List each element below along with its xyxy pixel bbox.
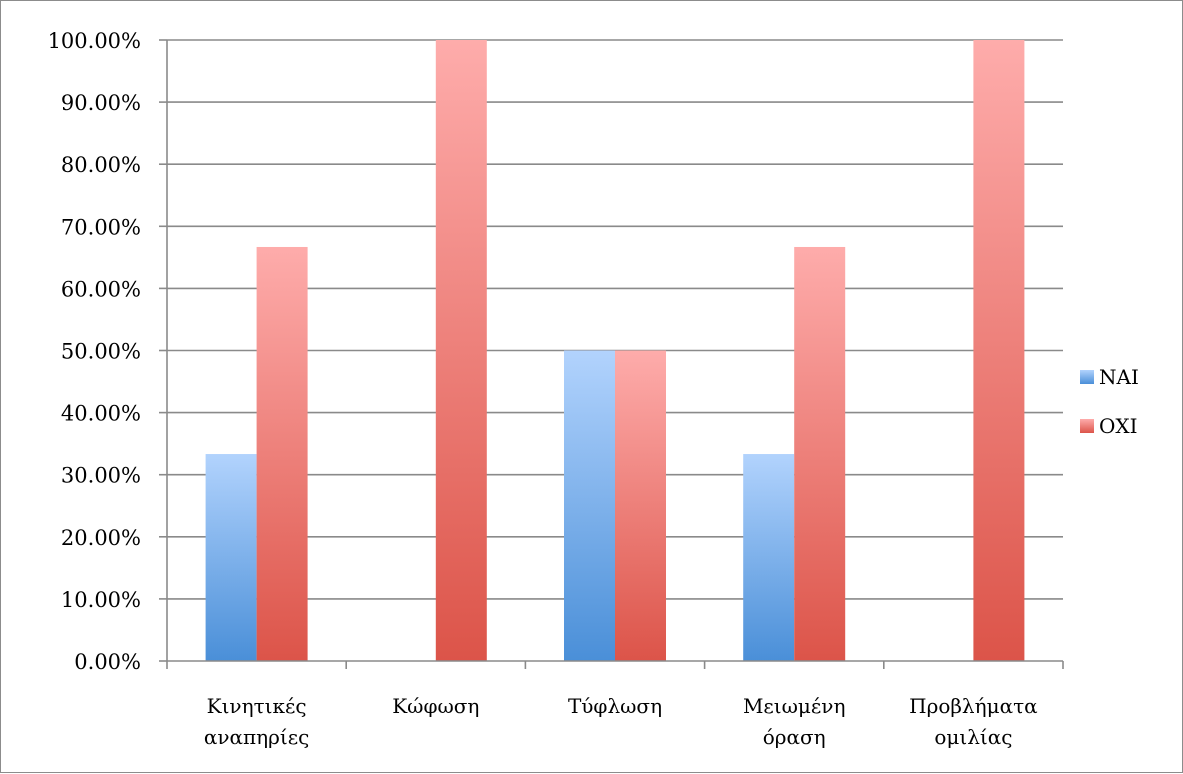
legend-swatch-oxi: [1080, 419, 1094, 433]
bar-oxi-4: [973, 40, 1025, 661]
x-category-label: Κώφωση: [392, 694, 479, 718]
bar-nai-3: [743, 454, 795, 661]
bar-oxi-1: [435, 40, 487, 661]
legend-label-nai: ΝΑΙ: [1099, 365, 1139, 389]
y-tick-label: 50.00%: [61, 340, 141, 364]
y-tick-label: 0.00%: [74, 650, 141, 674]
axes: [166, 40, 1064, 669]
bar-nai-2: [564, 350, 615, 661]
x-category-label: Τύφλωση: [568, 694, 662, 718]
bar-oxi-2: [615, 350, 666, 661]
bar-oxi-3: [794, 246, 846, 661]
y-tick-label: 60.00%: [61, 277, 141, 301]
x-category-labels: Κινητικές αναπηρίες Κώφωση Τύφλωση Μειωμένη ό…: [204, 694, 1038, 749]
y-tick-label: 10.00%: [61, 588, 141, 612]
y-tick-label: 30.00%: [61, 464, 141, 488]
y-tick-label: 90.00%: [61, 91, 141, 115]
legend-swatch-nai: [1080, 370, 1094, 384]
bar-nai-0: [205, 454, 257, 661]
y-tick-label: 80.00%: [61, 153, 141, 177]
legend: ΝΑΙ ΟΧΙ: [1080, 365, 1139, 438]
y-tick-label: 100.00%: [48, 29, 141, 53]
y-tick-label: 40.00%: [61, 402, 141, 426]
bar-oxi-0: [256, 246, 308, 661]
x-category-label: Προβλήματα ομιλίας: [909, 694, 1038, 749]
x-category-label: Μειωμένη όραση: [743, 694, 846, 749]
y-tick-labels: 0.00% 10.00% 20.00% 30.00% 40.00% 50.00% 60.00…: [48, 29, 141, 674]
y-tick-label: 20.00%: [61, 526, 141, 550]
legend-label-oxi: ΟΧΙ: [1099, 414, 1138, 438]
x-category-label: Κινητικές αναπηρίες: [204, 694, 309, 749]
bars: [205, 40, 1025, 661]
y-tick-label: 70.00%: [61, 215, 141, 239]
